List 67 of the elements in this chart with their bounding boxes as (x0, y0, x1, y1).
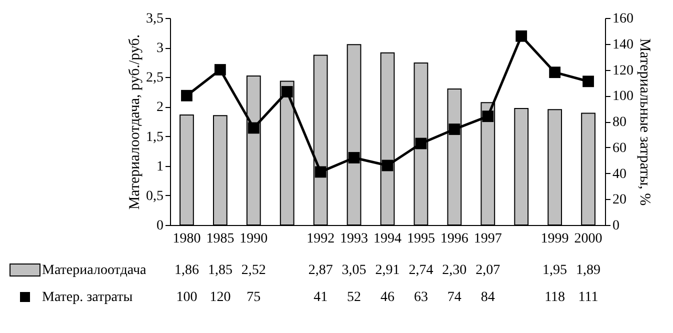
y-tick-label: 3 (156, 41, 164, 56)
x-tick-label: 1994 (374, 232, 402, 246)
data-label: 75 (246, 290, 261, 305)
y-tick-label: 2,5 (146, 70, 164, 86)
data-label: 2,30 (442, 263, 467, 278)
x-tick-label: 1992 (306, 232, 335, 246)
y2-tick-label: 60 (612, 140, 626, 156)
y-tick-label: 0 (156, 218, 164, 234)
y2-tick-label: 40 (612, 166, 626, 182)
y-axis-title: Материалоотдача, руб./руб. (127, 34, 143, 210)
x-tick-label: 1995 (406, 232, 435, 246)
y-tick-label: 1,5 (146, 130, 164, 145)
data-label: 111 (578, 290, 598, 305)
data-label: 1,89 (576, 263, 601, 278)
y2-tick-label: 160 (612, 12, 634, 26)
data-label: 1,95 (542, 263, 568, 278)
x-tick-label: 1999 (540, 232, 569, 246)
x-tick-label: 1993 (340, 232, 368, 246)
data-label: 74 (447, 290, 462, 305)
point (415, 138, 427, 150)
data-label: 63 (414, 290, 428, 305)
x-tick-label: 2000 (574, 232, 602, 246)
point (582, 76, 594, 88)
point (549, 66, 561, 78)
data-label: 84 (480, 290, 495, 305)
point (314, 166, 326, 178)
data-label: 2,87 (308, 263, 333, 278)
data-label: 3,05 (342, 263, 366, 278)
x-tick-label: 1985 (206, 232, 234, 246)
legend-label: Материалоотдача (42, 263, 148, 278)
x-tick-label: 1997 (474, 232, 502, 246)
y-tick-label: 3,5 (146, 12, 164, 26)
data-label: 100 (176, 290, 198, 305)
y-tick-label: 2 (156, 100, 164, 116)
data-label: 2,74 (408, 263, 434, 278)
data-label: 1,86 (174, 263, 199, 278)
legend-label: Матер. затраты (42, 290, 134, 305)
data-label: 120 (210, 290, 231, 305)
y2-tick-label: 140 (612, 37, 634, 52)
data-label: 41 (314, 290, 328, 305)
y2-tick-label: 0 (612, 218, 620, 234)
point (214, 64, 226, 76)
data-label: 52 (347, 290, 362, 305)
x-tick-label: 1980 (172, 232, 201, 246)
data-label: 2,52 (241, 263, 266, 278)
y2-tick-label: 20 (612, 192, 626, 208)
y2-tick-label: 100 (612, 89, 634, 104)
y-tick-label: 1 (156, 159, 164, 174)
data-label: 46 (380, 290, 394, 305)
point (181, 90, 192, 102)
point (516, 30, 528, 42)
x-tick-label: 1996 (440, 232, 468, 246)
y2-axis-title: Материальные затраты, % (636, 38, 652, 206)
point (448, 124, 460, 135)
point (382, 160, 394, 172)
x-tick-label: 1990 (240, 232, 268, 246)
point (248, 122, 260, 134)
y2-tick-label: 80 (612, 115, 626, 130)
data-label: 2,07 (476, 263, 500, 278)
data-label: 2,91 (375, 263, 400, 278)
point (281, 86, 293, 98)
y-tick-label: 0,5 (146, 188, 164, 204)
data-label: 1,85 (208, 263, 232, 278)
y2-tick-label: 120 (612, 63, 634, 78)
data-label: 118 (544, 290, 566, 305)
point (348, 152, 360, 164)
point (482, 110, 494, 122)
